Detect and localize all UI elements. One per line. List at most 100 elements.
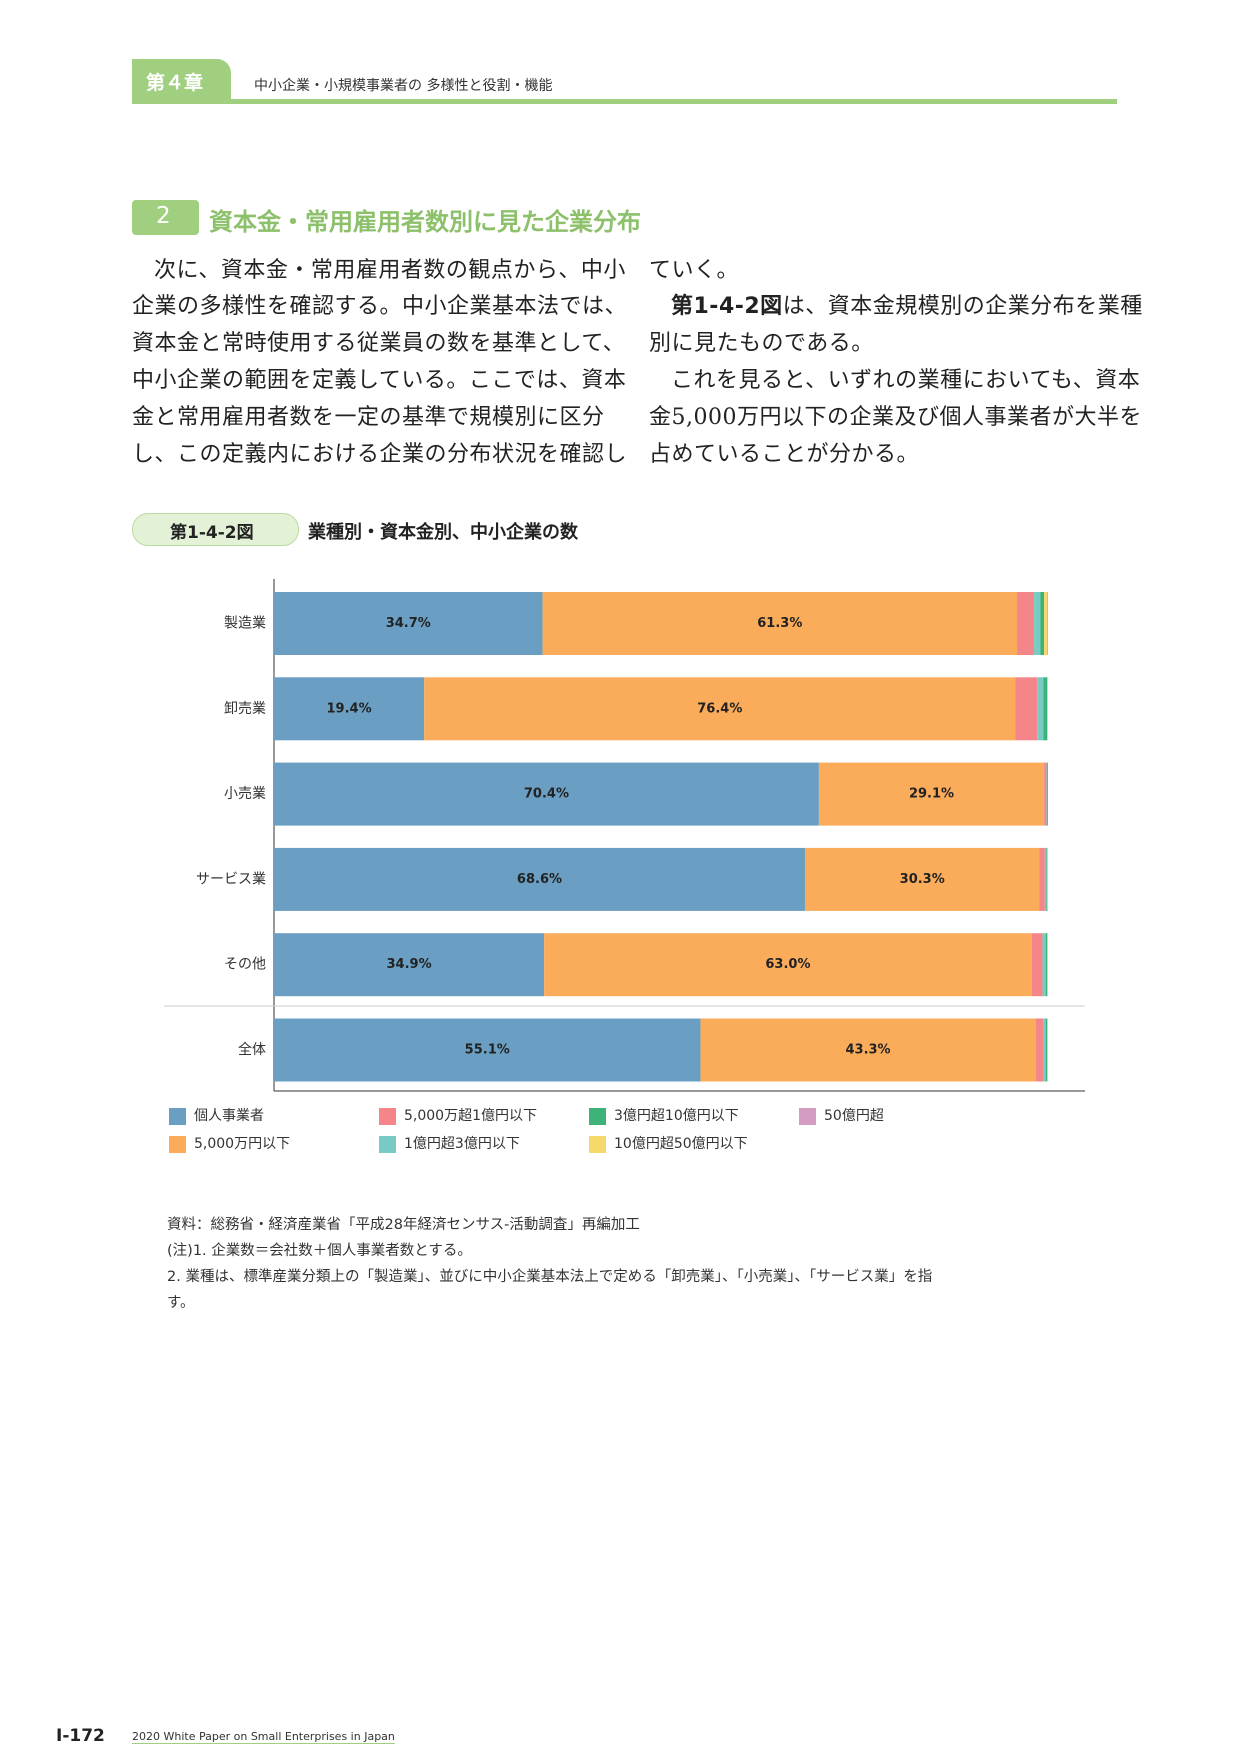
value-label: 34.9%: [387, 957, 432, 972]
bar-segment: [1043, 677, 1048, 741]
bar-segment: [1017, 592, 1035, 655]
bar-segment: [274, 933, 545, 997]
bar-segment: [544, 933, 1032, 997]
bar-segment: [1042, 933, 1046, 997]
category-label: その他: [224, 957, 266, 973]
bar-segment: [1045, 1018, 1048, 1082]
legend-swatch: [169, 1108, 186, 1125]
header-rule: [132, 99, 1117, 104]
page-number: Ⅰ-172: [56, 1726, 105, 1746]
body-line: 金5,000万円以下の企業及び個人事業者が大半を: [649, 405, 1142, 430]
bar-segment: [274, 847, 805, 911]
bar-segment: [1047, 933, 1048, 997]
chapter-tab: [132, 59, 231, 102]
bar-segment: [1039, 847, 1045, 911]
bar-segment: [274, 762, 819, 826]
bar-segment: [1044, 847, 1047, 911]
bar-segment: [1046, 847, 1048, 911]
figure-label: 第1-4-2図: [170, 523, 254, 543]
category-label: 小売業: [224, 786, 266, 802]
legend-label: 1億円超3億円以下: [404, 1136, 520, 1152]
bar-segment: [542, 592, 1018, 655]
body-line: 次に、資本金・常用雇用者数の観点から、中小: [154, 258, 626, 283]
bar-segment: [1043, 1018, 1046, 1082]
body-line: 占めていることが分かる。: [649, 442, 920, 467]
body-line: 金と常用雇用者数を一定の基準で規模別に区分: [132, 405, 605, 430]
bar-segment: [1015, 677, 1038, 741]
bar-segment: [818, 762, 1045, 826]
body-line: 第1-4-2図は、資本金規模別の企業分布を業種: [649, 288, 1143, 320]
section-number: 2: [156, 203, 171, 229]
value-label: 68.6%: [517, 872, 562, 887]
note: 2. 業種は、標準産業分類上の「製造業」、並びに中小企業基本法上で定める「卸売業…: [167, 1269, 933, 1285]
bar-segment: [1047, 1018, 1048, 1082]
value-label: 19.4%: [327, 701, 372, 716]
value-label: 29.1%: [909, 787, 954, 802]
value-label: 30.3%: [900, 872, 945, 887]
bar-segment: [1037, 677, 1044, 741]
body-line: し、この定義内における企業の分布状況を確認し: [132, 442, 628, 467]
bar-segment: [274, 1018, 701, 1082]
category-label: 卸売業: [224, 701, 266, 717]
category-label: 製造業: [224, 616, 266, 632]
body-line: ていく。: [649, 258, 740, 283]
body-line: 中小企業の範囲を定義している。ここでは、資本: [132, 368, 627, 393]
bar-segment: [1047, 592, 1048, 655]
body-line: 資本金と常時使用する従業員の数を基準として、: [132, 331, 626, 356]
note: (注)1. 企業数＝会社数＋個人事業者数とする。: [167, 1243, 472, 1259]
value-label: 55.1%: [465, 1043, 510, 1058]
value-label: 43.3%: [845, 1043, 890, 1058]
bar-segment: [1031, 933, 1043, 997]
bar-segment: [274, 592, 543, 655]
value-label: 34.7%: [386, 616, 431, 631]
bar-segment: [700, 1018, 1036, 1082]
body-line: 別に見たものである。: [649, 331, 874, 356]
figure-ref: 第1-4-2図: [671, 294, 783, 319]
bar-segment: [1034, 592, 1041, 655]
legend-swatch: [799, 1108, 816, 1125]
bar-segment: [274, 677, 425, 741]
footer-title: 2020 White Paper on Small Enterprises in…: [132, 1730, 395, 1744]
category-label: サービス業: [196, 871, 266, 887]
bar-segment: [1047, 677, 1048, 741]
body-line: これを見ると、いずれの業種においても、資本: [671, 368, 1141, 393]
chapter-label: 第４章: [146, 72, 204, 94]
legend-label: 3億円超10億円以下: [614, 1108, 739, 1124]
header-title: 中小企業・小規模事業者の 多様性と役割・機能: [254, 78, 553, 94]
legend-swatch: [379, 1136, 396, 1153]
value-label: 63.0%: [765, 957, 810, 972]
legend-swatch: [589, 1136, 606, 1153]
value-label: 61.3%: [757, 616, 802, 631]
bar-segment: [1047, 762, 1048, 826]
bar-segment: [1040, 592, 1045, 655]
bar-segment: [1047, 847, 1048, 911]
section-title: 資本金・常用雇用者数別に見た企業分布: [209, 208, 641, 236]
legend-label: 5,000万超1億円以下: [404, 1108, 537, 1124]
bar-segment: [1044, 592, 1048, 655]
figure-label-pill: [132, 513, 299, 546]
note: 資料：総務省・経済産業省「平成28年経済センサス‐活動調査」再編加工: [167, 1217, 640, 1233]
bar-segment: [1045, 933, 1048, 997]
bar-segment: [1035, 1018, 1044, 1082]
bar-segment: [1044, 762, 1047, 826]
legend-swatch: [379, 1108, 396, 1125]
legend-swatch: [169, 1136, 186, 1153]
legend-label: 50億円超: [824, 1108, 884, 1124]
legend-label: 個人事業者: [194, 1108, 264, 1124]
bar-segment: [804, 847, 1040, 911]
section-box: [132, 200, 199, 235]
body-text: は、資本金規模別の企業分布を業種: [782, 294, 1143, 319]
figure-title: 業種別・資本金別、中小企業の数: [308, 522, 578, 543]
body-line: 企業の多様性を確認する。中小企業基本法では、: [132, 294, 628, 319]
note: す。: [167, 1295, 195, 1311]
category-label: 全体: [238, 1041, 266, 1058]
value-label: 70.4%: [524, 787, 569, 802]
bar-segment: [1046, 762, 1048, 826]
legend-swatch: [589, 1108, 606, 1125]
bar-segment: [424, 677, 1016, 741]
legend-label: 5,000万円以下: [194, 1136, 290, 1152]
legend-label: 10億円超50億円以下: [614, 1136, 748, 1152]
value-label: 76.4%: [697, 701, 742, 716]
